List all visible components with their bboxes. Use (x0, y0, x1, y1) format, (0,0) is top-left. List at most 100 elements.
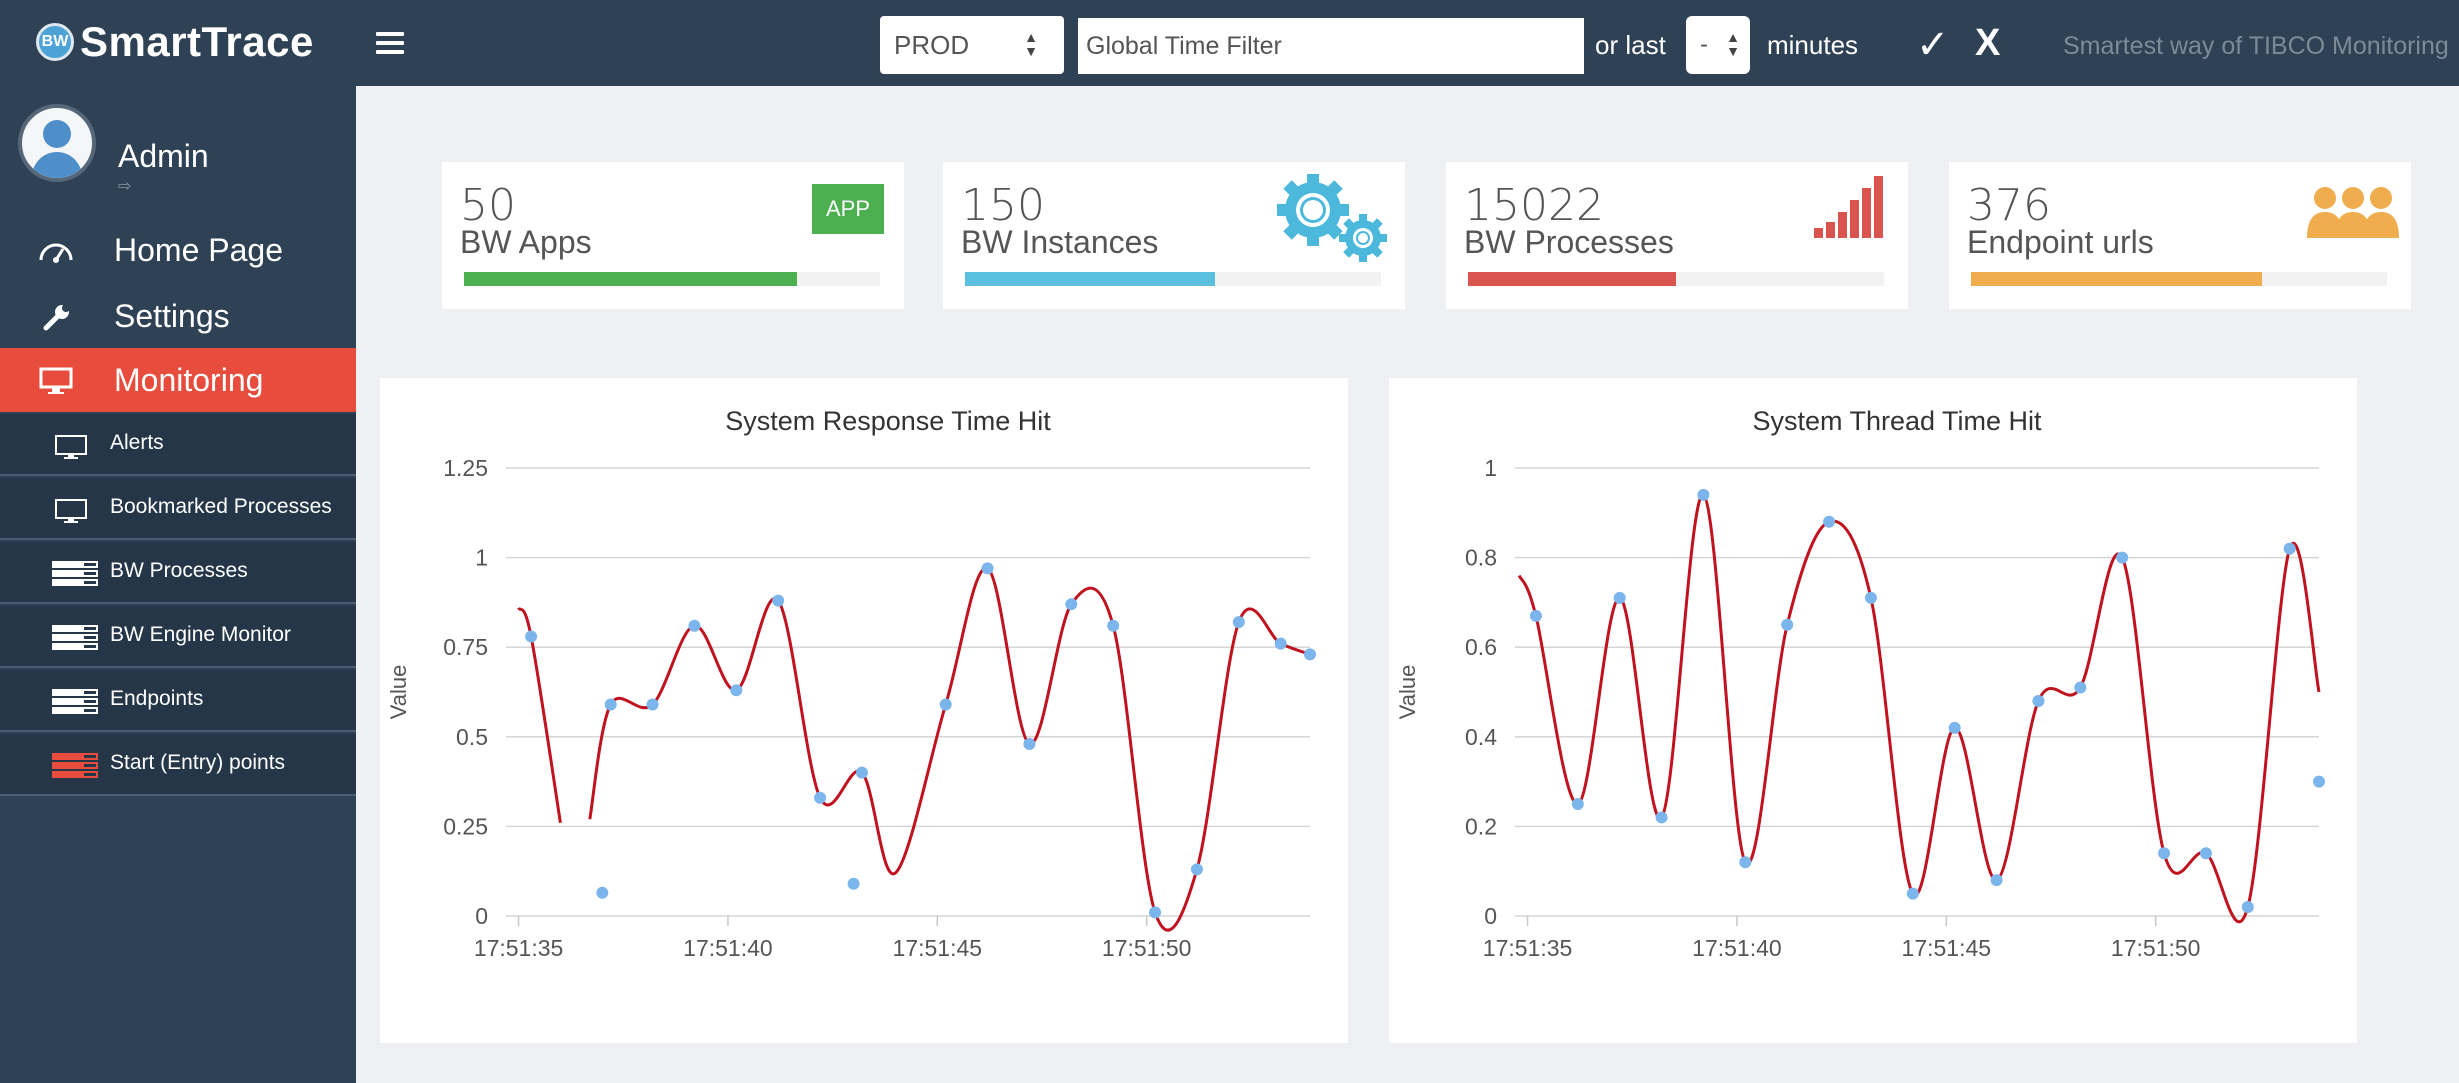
sidebar: Admin ⇨ Home Page Settings Monitoring (0, 86, 356, 1083)
y-tick-label: 0 (475, 903, 488, 929)
minutes-select[interactable]: - ▲ ▼ (1686, 16, 1750, 74)
user-panel: Admin ⇨ (18, 104, 348, 195)
signal-bars-icon (1814, 176, 1883, 238)
data-point[interactable] (2283, 542, 2296, 555)
data-point[interactable] (1739, 856, 1752, 869)
data-point[interactable] (688, 619, 701, 632)
select-arrows-icon: ▲ ▼ (1726, 29, 1740, 59)
data-point[interactable] (847, 877, 860, 890)
data-point[interactable] (604, 698, 617, 711)
nav-home-page[interactable]: Home Page (0, 218, 356, 282)
server-stack-red-icon (52, 753, 98, 778)
data-point[interactable] (525, 630, 538, 643)
chart-title: System Response Time Hit (725, 406, 1051, 436)
stat-card-bw-apps[interactable]: 50 BW Apps APP (442, 162, 904, 309)
data-point[interactable] (1864, 591, 1877, 604)
stat-card-bw-instances[interactable]: 150 BW Instances (943, 162, 1405, 309)
data-point[interactable] (1529, 609, 1542, 622)
y-axis-label: Value (386, 665, 411, 720)
progress-fill (464, 272, 797, 286)
data-point[interactable] (1023, 737, 1036, 750)
data-point[interactable] (730, 684, 743, 697)
data-point[interactable] (1190, 863, 1203, 876)
thread-time-chart: System Thread Time Hit Value 0 0.2 0.4 0.6 0.8… (1395, 406, 2325, 961)
brand[interactable]: BW SmartTrace (36, 14, 314, 70)
data-point[interactable] (1274, 637, 1287, 650)
y-tick-label: 0.8 (1465, 545, 1497, 571)
data-point[interactable] (772, 594, 785, 607)
stat-card-endpoint-urls[interactable]: 376 Endpoint urls (1949, 162, 2411, 309)
user-name: Admin (118, 138, 209, 174)
data-point[interactable] (1065, 598, 1078, 611)
x-tick-label: 17:51:40 (683, 935, 773, 961)
data-point[interactable] (1948, 721, 1961, 734)
sub-item-bookmarked-processes[interactable]: Bookmarked Processes (0, 478, 356, 540)
data-point[interactable] (2032, 694, 2045, 707)
stat-value: 376 (1967, 180, 2051, 231)
stat-label: BW Processes (1464, 224, 1674, 260)
minutes-value: - (1700, 31, 1708, 58)
server-stack-icon (52, 625, 98, 650)
data-point[interactable] (1697, 488, 1710, 501)
data-point[interactable] (2116, 551, 2129, 564)
sub-item-start-entry-points[interactable]: Start (Entry) points (0, 734, 356, 796)
data-point[interactable] (2313, 775, 2325, 788)
stat-card-bw-processes[interactable]: 15022 BW Processes (1446, 162, 1908, 309)
data-point[interactable] (2199, 847, 2212, 860)
menu-toggle-icon[interactable] (376, 32, 404, 54)
avatar (18, 104, 96, 182)
data-point[interactable] (1107, 619, 1120, 632)
sub-item-alerts[interactable]: Alerts (0, 414, 356, 476)
y-tick-label: 1 (1484, 455, 1497, 481)
data-point[interactable] (2241, 901, 2254, 914)
sub-item-label: Alerts (110, 431, 164, 454)
x-tick-label: 17:51:50 (2111, 935, 2201, 961)
monitor-icon (55, 499, 87, 523)
nav-settings[interactable]: Settings (0, 284, 356, 348)
data-point[interactable] (646, 698, 659, 711)
y-tick-label: 0 (1484, 903, 1497, 929)
server-stack-icon (52, 561, 98, 586)
stat-label: BW Apps (460, 224, 592, 260)
data-point[interactable] (1304, 648, 1316, 661)
data-point[interactable] (855, 766, 868, 779)
y-tick-label: 0.6 (1465, 634, 1497, 660)
global-time-filter-input[interactable] (1078, 18, 1584, 74)
data-point[interactable] (1990, 874, 2003, 887)
data-point[interactable] (1781, 618, 1794, 631)
sub-item-label: Endpoints (110, 687, 204, 710)
chart-title: System Thread Time Hit (1752, 406, 2042, 436)
data-point[interactable] (2074, 681, 2087, 694)
progress-fill (965, 272, 1215, 286)
apply-filter-button[interactable]: ✓ (1916, 23, 1950, 67)
server-stack-icon (52, 689, 98, 714)
data-point[interactable] (1655, 811, 1668, 824)
sub-item-bw-engine-monitor[interactable]: BW Engine Monitor (0, 606, 356, 668)
nav-monitoring[interactable]: Monitoring (0, 348, 356, 412)
data-point[interactable] (596, 886, 609, 899)
data-point[interactable] (1906, 887, 1919, 900)
x-tick-label: 17:51:40 (1692, 935, 1782, 961)
data-point[interactable] (1571, 798, 1584, 810)
x-tick-label: 17:51:35 (1483, 935, 1573, 961)
logout-icon[interactable]: ⇨ (118, 178, 132, 195)
stat-value: 15022 (1464, 180, 1604, 231)
brand-name: SmartTrace (80, 18, 314, 65)
select-arrows-icon: ▲ ▼ (1024, 29, 1038, 59)
data-point[interactable] (814, 791, 827, 804)
sub-item-bw-processes[interactable]: BW Processes (0, 542, 356, 604)
data-point[interactable] (981, 562, 994, 575)
data-point[interactable] (1232, 616, 1245, 629)
data-point[interactable] (1823, 515, 1836, 528)
progress-track (1468, 272, 1884, 286)
data-point[interactable] (1149, 906, 1162, 919)
environment-select[interactable]: PROD ▲ ▼ (880, 16, 1064, 74)
chart-panel-response-time: System Response Time Hit Value 0 0.25 0.5 0.7… (380, 378, 1348, 1043)
data-point[interactable] (1613, 591, 1626, 604)
data-point[interactable] (2158, 847, 2171, 860)
dashboard-gauge-icon (39, 243, 73, 263)
y-tick-label: 1.25 (443, 455, 488, 481)
data-point[interactable] (939, 698, 952, 711)
clear-filter-button[interactable]: X (1975, 22, 2001, 64)
sub-item-endpoints[interactable]: Endpoints (0, 670, 356, 732)
